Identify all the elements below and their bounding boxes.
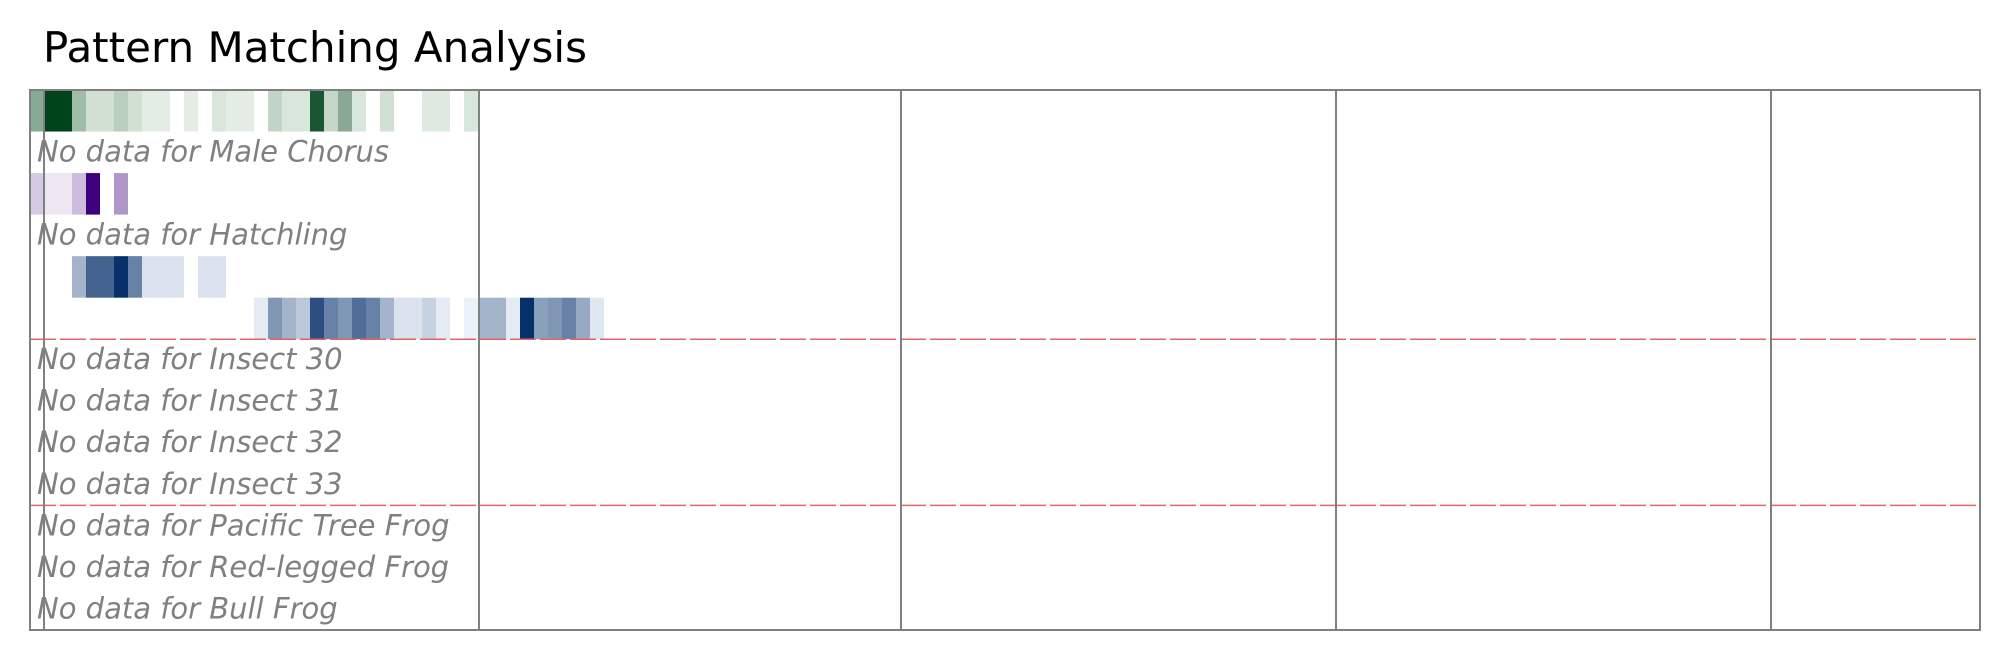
- group-separators: [30, 338, 1980, 507]
- heatmap-cell: [86, 256, 100, 298]
- heatmap-cell: [352, 297, 366, 340]
- heatmap-cell: [506, 297, 520, 340]
- heatmap-cell: [254, 297, 268, 340]
- heatmap-cell: [338, 297, 352, 340]
- heatmap-cell: [226, 90, 240, 132]
- heatmap-cell: [436, 90, 450, 132]
- heatmap-cell: [100, 256, 114, 298]
- heatmap-cell: [380, 90, 394, 132]
- heatmap-cell: [240, 90, 254, 132]
- heatmap-cell: [282, 90, 296, 132]
- heatmap-cell: [436, 297, 450, 340]
- heatmap-cell: [352, 90, 366, 132]
- heatmap-cell: [548, 297, 562, 340]
- heatmap-cell: [142, 90, 156, 132]
- plot-frame: [29, 89, 1981, 631]
- heatmap-cell: [212, 90, 226, 132]
- heatmap-cell: [72, 90, 86, 132]
- heatmap-cell: [114, 173, 128, 215]
- heatmap-cell: [380, 297, 394, 340]
- heatmap-cell: [72, 256, 86, 298]
- no-data-labels: No data for Male Chorus No data for Hatch…: [37, 134, 450, 625]
- heatmap-cell: [296, 90, 310, 132]
- heatmap-cell: [296, 297, 310, 340]
- heatmap-cell: [170, 256, 184, 298]
- heatmap-cell: [324, 90, 338, 132]
- heatmap-cell: [268, 297, 282, 340]
- heatmap-cell: [408, 297, 422, 340]
- plot-border: [29, 89, 1981, 631]
- heatmap-cell: [394, 297, 408, 340]
- heatmap-cell: [44, 90, 58, 132]
- heatmap-cell: [310, 90, 324, 132]
- heatmap-cell: [30, 173, 44, 215]
- heatmap-cell: [464, 90, 478, 132]
- heatmap-cell: [562, 297, 576, 340]
- heatmap-cell: [590, 297, 604, 340]
- heatmap-cell: [422, 90, 436, 132]
- no-data-label: No data for Insect 33: [37, 467, 343, 501]
- heatmap-cell: [282, 297, 296, 340]
- heatmap-cell: [142, 256, 156, 298]
- heatmap-cell: [520, 297, 534, 340]
- heatmap-cells: [30, 90, 604, 340]
- heatmap-cell: [198, 256, 212, 298]
- heatmap-cell: [100, 90, 114, 132]
- heatmap-cell: [30, 90, 44, 132]
- heatmap-cell: [184, 90, 198, 132]
- heatmap-cell: [478, 297, 492, 340]
- heatmap-cell: [86, 90, 100, 132]
- heatmap-cell: [422, 297, 436, 340]
- no-data-label: No data for Bull Frog: [37, 591, 338, 625]
- heatmap-cell: [156, 256, 170, 298]
- heatmap-cell: [156, 90, 170, 132]
- heatmap-cell: [114, 256, 128, 298]
- heatmap-cell: [534, 297, 548, 340]
- no-data-label: No data for Insect 32: [37, 425, 343, 459]
- heatmap-cell: [268, 90, 282, 132]
- heatmap-cell: [212, 256, 226, 298]
- no-data-label: No data for Insect 31: [37, 384, 343, 418]
- no-data-label: No data for Male Chorus: [37, 134, 389, 168]
- heatmap-cell: [44, 173, 58, 215]
- heatmap-cell: [366, 297, 380, 340]
- heatmap-cell: [576, 297, 590, 340]
- chart-title: Pattern Matching Analysis: [43, 23, 587, 72]
- heatmap-cell: [492, 297, 506, 340]
- no-data-label: No data for Pacific Tree Frog: [37, 508, 450, 542]
- heatmap-cell: [128, 90, 142, 132]
- heatmap-cell: [128, 256, 142, 298]
- heatmap-cell: [58, 173, 72, 215]
- heatmap-cell: [310, 297, 324, 340]
- heatmap-cell: [464, 297, 478, 340]
- heatmap-cell: [72, 173, 86, 215]
- heatmap-cell: [114, 90, 128, 132]
- no-data-label: No data for Insect 30: [37, 342, 343, 376]
- heatmap-cell: [338, 90, 352, 132]
- heatmap-cell: [324, 297, 338, 340]
- heatmap-cell: [58, 90, 72, 132]
- heatmap-cell: [86, 173, 100, 215]
- no-data-label: No data for Red-legged Frog: [37, 550, 449, 584]
- no-data-label: No data for Hatchling: [37, 218, 347, 252]
